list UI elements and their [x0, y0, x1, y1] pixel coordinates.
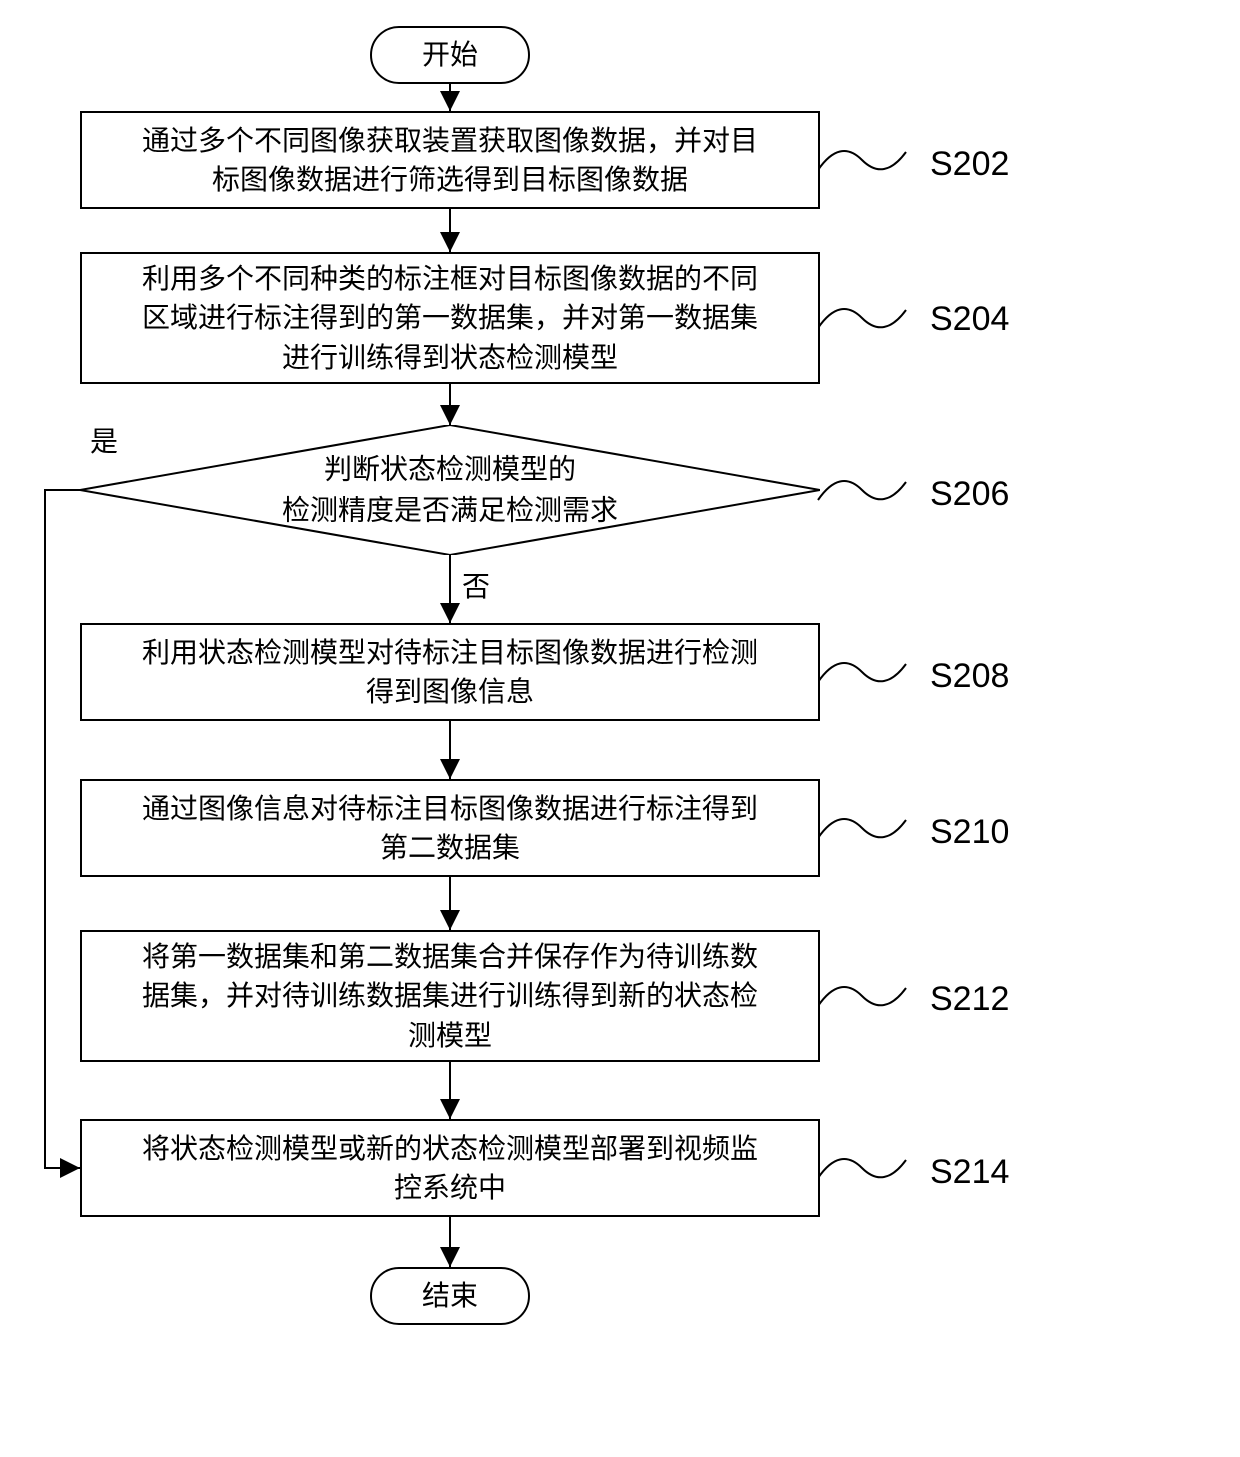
terminal-text-end: 结束 [422, 1276, 478, 1315]
terminal-end: 结束 [370, 1267, 530, 1325]
terminal-start: 开始 [370, 26, 530, 84]
process-text-s204: 利用多个不同种类的标注框对目标图像数据的不同区域进行标注得到的第一数据集，并对第… [142, 259, 758, 377]
process-text-s208: 利用状态检测模型对待标注目标图像数据进行检测得到图像信息 [142, 633, 758, 711]
process-s214: 将状态检测模型或新的状态检测模型部署到视频监控系统中 [80, 1119, 820, 1217]
step-label-s212: S212 [930, 980, 1009, 1019]
step-label-s214: S214 [930, 1153, 1009, 1192]
process-s208: 利用状态检测模型对待标注目标图像数据进行检测得到图像信息 [80, 623, 820, 721]
process-text-s202: 通过多个不同图像获取装置获取图像数据，并对目标图像数据进行筛选得到目标图像数据 [142, 121, 758, 199]
step-label-s208: S208 [930, 657, 1009, 696]
decision-text-s206: 判断状态检测模型的检测精度是否满足检测需求 [80, 449, 820, 530]
process-s210: 通过图像信息对待标注目标图像数据进行标注得到第二数据集 [80, 779, 820, 877]
decision-s206: 判断状态检测模型的检测精度是否满足检测需求 [80, 425, 820, 555]
edge-label-no: 否 [462, 565, 490, 605]
edge-label-yes: 是 [90, 420, 118, 460]
process-s212: 将第一数据集和第二数据集合并保存作为待训练数据集，并对待训练数据集进行训练得到新… [80, 930, 820, 1062]
terminal-text-start: 开始 [422, 35, 478, 74]
process-s204: 利用多个不同种类的标注框对目标图像数据的不同区域进行标注得到的第一数据集，并对第… [80, 252, 820, 384]
process-text-s214: 将状态检测模型或新的状态检测模型部署到视频监控系统中 [142, 1129, 758, 1207]
process-text-s212: 将第一数据集和第二数据集合并保存作为待训练数据集，并对待训练数据集进行训练得到新… [142, 937, 758, 1055]
step-label-s202: S202 [930, 145, 1009, 184]
process-text-s210: 通过图像信息对待标注目标图像数据进行标注得到第二数据集 [142, 789, 758, 867]
step-label-s210: S210 [930, 813, 1009, 852]
process-s202: 通过多个不同图像获取装置获取图像数据，并对目标图像数据进行筛选得到目标图像数据 [80, 111, 820, 209]
step-label-s206: S206 [930, 475, 1009, 514]
step-label-s204: S204 [930, 300, 1009, 339]
